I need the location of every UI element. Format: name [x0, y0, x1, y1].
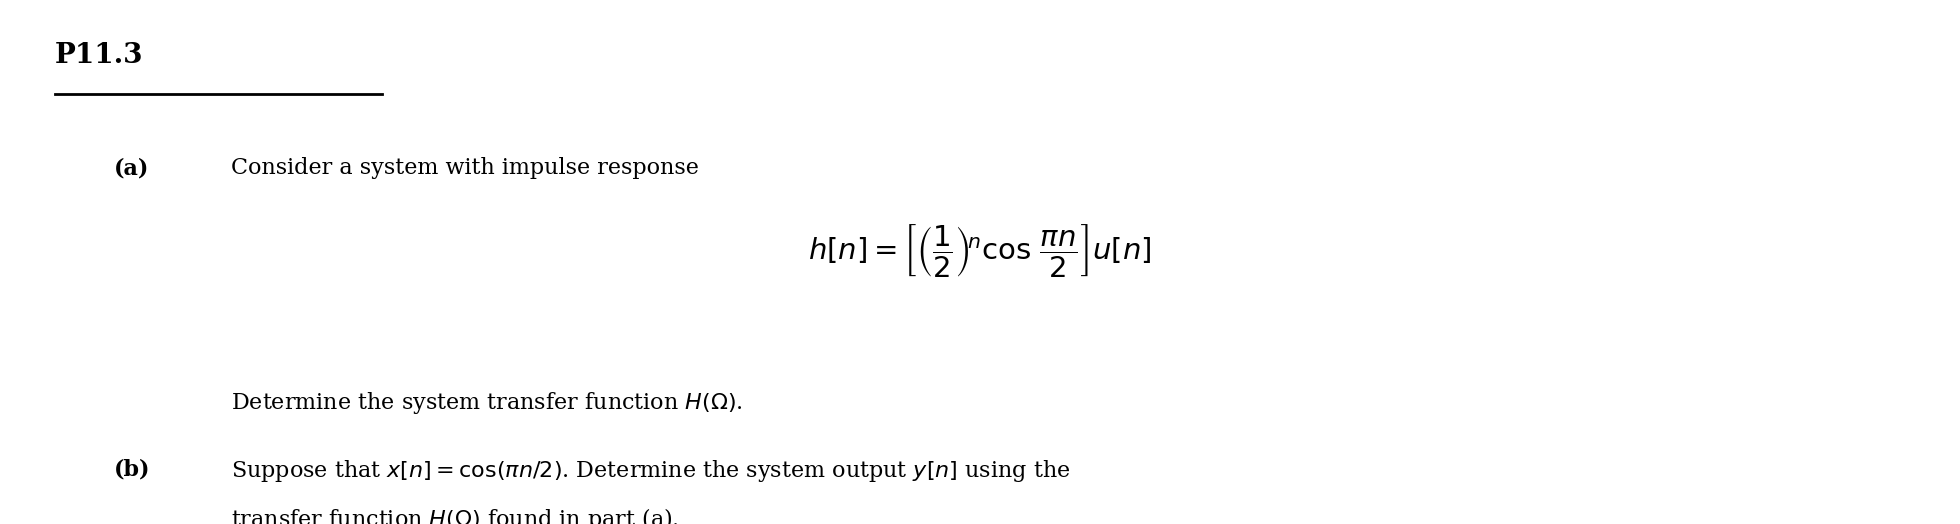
Text: $h[n] = \left[\left(\dfrac{1}{2}\right)^{\!n} \cos\,\dfrac{\pi n}{2}\right] u[n]: $h[n] = \left[\left(\dfrac{1}{2}\right)^… [808, 223, 1152, 280]
Text: transfer function $H(\Omega)$ found in part (a).: transfer function $H(\Omega)$ found in p… [231, 506, 680, 524]
Text: P11.3: P11.3 [55, 42, 143, 69]
Text: Suppose that $x[n] = \cos(\pi n/2)$. Determine the system output $y[n]$ using th: Suppose that $x[n] = \cos(\pi n/2)$. Det… [231, 458, 1070, 485]
Text: Consider a system with impulse response: Consider a system with impulse response [231, 157, 700, 179]
Text: (a): (a) [114, 157, 149, 179]
Text: Determine the system transfer function $H(\Omega)$.: Determine the system transfer function $… [231, 390, 743, 417]
Text: (b): (b) [114, 458, 151, 481]
